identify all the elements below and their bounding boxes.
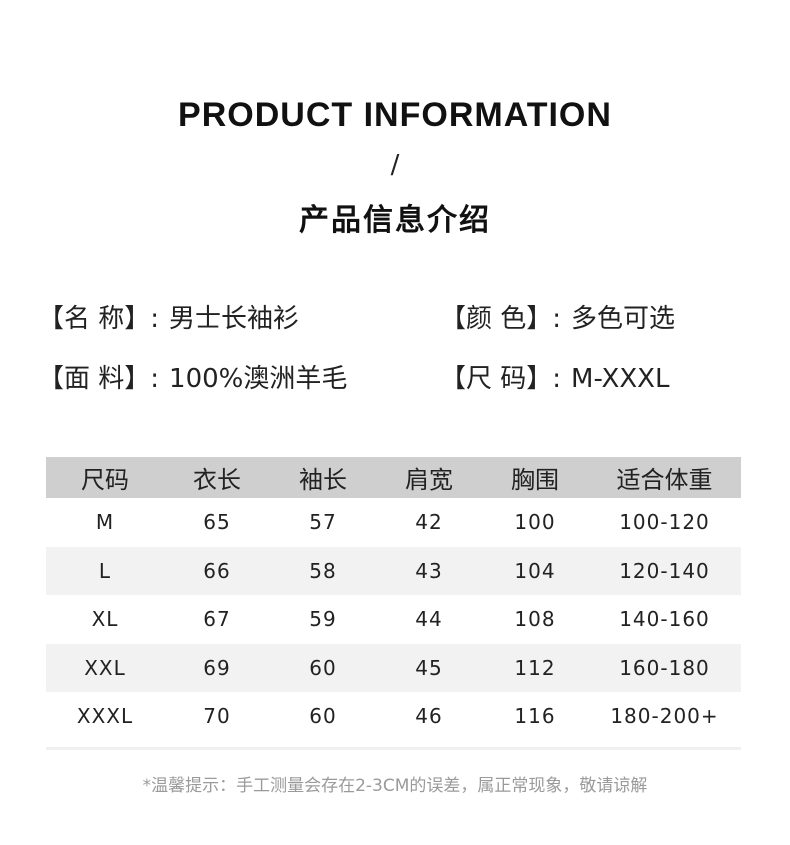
table-cell: 59 [309,607,337,632]
info-fabric: 【面 料】: 100%澳洲羊毛 [38,358,347,395]
table-cell: 60 [270,643,376,692]
info-size: 【尺 码】: M-XXXL [440,358,669,395]
table-cell: 43 [376,546,482,595]
table-cell: 57 [309,510,337,535]
info-label: 【面 料】: [38,364,160,394]
info-value: 多色可选 [571,304,676,334]
table-cell: 160-180 [588,643,741,692]
table-cell: XXXL [76,704,134,729]
table-header-row: 尺码 衣长 袖长 肩宽 胸围 适合体重 [46,457,741,498]
title-separator: / [390,150,400,180]
table-cell: 44 [415,607,443,632]
table-cell: 66 [164,546,270,595]
table-cell: 69 [164,643,270,692]
title-chinese: 产品信息介绍 [299,203,491,238]
table-cell: 70 [203,704,231,729]
info-label: 【尺 码】: [440,364,562,394]
measurement-note: *温馨提示：手工测量会存在2-3CM的误差，属正常现象，敬请谅解 [142,776,648,796]
table-cell: 140-160 [619,607,710,632]
info-value: 100%澳洲羊毛 [169,364,348,394]
table-cell: 60 [309,704,337,729]
column-header: 胸围 [482,457,588,498]
size-table: 尺码 衣长 袖长 肩宽 胸围 适合体重 M 65 57 42 100 100-120 L 66… [46,457,741,741]
table-cell: 180-200+ [610,704,719,729]
table-cell: 100 [514,510,556,535]
table-cell: 46 [415,704,443,729]
info-color: 【颜 色】: 多色可选 [440,298,675,335]
table-cell: 67 [203,607,231,632]
column-header: 衣长 [164,457,270,498]
title-english: PRODUCT INFORMATION [178,96,612,134]
table-cell: 45 [376,643,482,692]
column-header: 尺码 [46,457,164,498]
table-cell: 65 [203,510,231,535]
table-row: XXL 69 60 45 112 160-180 [46,643,741,692]
table-bottom-divider [46,747,741,750]
table-cell: 116 [514,704,556,729]
table-cell: 100-120 [619,510,710,535]
table-cell: 58 [270,546,376,595]
table-row: L 66 58 43 104 120-140 [46,546,741,595]
table-cell: 120-140 [588,546,741,595]
table-row: XXXL 70 60 46 116 180-200+ [46,692,741,741]
info-name: 【名 称】: 男士长袖衫 [38,298,299,335]
info-label: 【名 称】: [38,304,160,334]
table-cell: L [46,546,164,595]
column-header: 肩宽 [376,457,482,498]
table-cell: XXL [46,643,164,692]
table-cell: XL [91,607,119,632]
info-value: M-XXXL [571,364,670,394]
table-cell: 108 [514,607,556,632]
table-row: XL 67 59 44 108 140-160 [46,595,741,644]
table-cell: 104 [482,546,588,595]
table-cell: 112 [482,643,588,692]
table-cell: M [95,510,115,535]
column-header: 袖长 [270,457,376,498]
column-header: 适合体重 [588,457,741,498]
table-cell: 42 [415,510,443,535]
info-label: 【颜 色】: [440,304,562,334]
table-row: M 65 57 42 100 100-120 [46,498,741,547]
info-value: 男士长袖衫 [169,304,300,334]
